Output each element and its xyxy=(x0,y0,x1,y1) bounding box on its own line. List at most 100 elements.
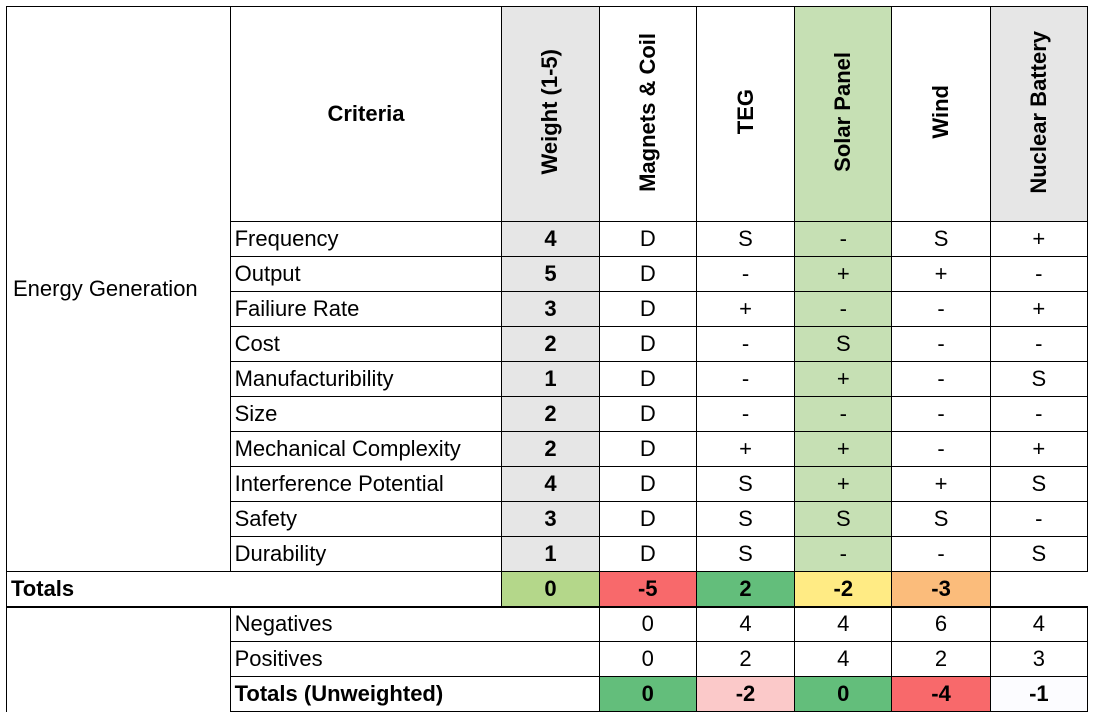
totals-unweighted-value: -4 xyxy=(891,676,991,712)
positives-value: 0 xyxy=(598,641,697,677)
totals-value: -2 xyxy=(794,571,893,607)
score-cell: - xyxy=(989,396,1089,432)
totals-unweighted-value: -2 xyxy=(695,676,796,712)
criteria-name: Mechanical Complexity xyxy=(229,431,503,467)
score-cell: S xyxy=(989,361,1089,397)
score-cell: - xyxy=(989,326,1089,362)
negatives-label: Negatives xyxy=(229,605,600,642)
weight-header: Weight (1-5) xyxy=(501,6,600,222)
score-cell: + xyxy=(695,431,796,467)
score-cell: - xyxy=(989,501,1089,537)
option-header-teg: TEG xyxy=(695,6,796,222)
negatives-value: 4 xyxy=(794,605,893,642)
criteria-name: Safety xyxy=(229,501,503,537)
criteria-row: Cost 2 D - S - - xyxy=(7,326,1089,362)
category-label: Energy Generation xyxy=(6,6,231,572)
score-cell: D xyxy=(598,466,697,502)
score-cell: D xyxy=(598,326,697,362)
score-cell: + xyxy=(794,431,893,467)
option-label: Solar Panel xyxy=(830,52,856,172)
totals-label: Totals xyxy=(5,571,503,607)
criteria-header-label: Criteria xyxy=(327,101,405,126)
score-cell: + xyxy=(695,291,796,327)
criteria-name: Interference Potential xyxy=(229,466,503,502)
score-cell: - xyxy=(794,221,893,257)
score-cell: + xyxy=(794,466,893,502)
criteria-row: Safety 3 D S S S - xyxy=(7,501,1089,537)
option-label: Nuclear Battery xyxy=(1025,30,1051,194)
matrix-body: Energy Generation Criteria Weight (1-5) … xyxy=(5,6,1089,712)
criteria-name: Cost xyxy=(229,326,503,362)
totals-value: -3 xyxy=(891,571,991,607)
score-cell: D xyxy=(598,256,697,292)
weight-value: 2 xyxy=(501,431,600,467)
option-label: TEG xyxy=(732,89,758,135)
weight-value: 3 xyxy=(501,291,600,327)
score-cell: - xyxy=(794,536,893,572)
score-cell: - xyxy=(891,396,991,432)
totals-value: 2 xyxy=(695,571,796,607)
weight-header-label: Weight (1-5) xyxy=(537,49,563,175)
criteria-name: Failiure Rate xyxy=(229,291,503,327)
score-cell: D xyxy=(598,396,697,432)
criteria-name: Manufacturibility xyxy=(229,361,503,397)
score-cell: - xyxy=(794,396,893,432)
weight-value: 1 xyxy=(501,536,600,572)
positives-value: 3 xyxy=(989,641,1089,677)
option-label: Magnets & Coil xyxy=(634,32,660,192)
positives-label: Positives xyxy=(229,641,600,677)
totals-unweighted-row: Totals (Unweighted) 0 -2 0 -4 -1 xyxy=(6,676,1089,712)
score-cell: D xyxy=(598,431,697,467)
score-cell: S xyxy=(794,326,893,362)
score-cell: - xyxy=(891,291,991,327)
totals-unweighted-label: Totals (Unweighted) xyxy=(229,676,600,712)
positives-value: 2 xyxy=(891,641,991,677)
score-cell: + xyxy=(891,256,991,292)
criteria-row: Size 2 D - - - - xyxy=(7,396,1089,432)
criteria-name: Durability xyxy=(229,536,503,572)
decision-matrix: Energy Generation Criteria Weight (1-5) … xyxy=(5,6,1089,712)
score-cell: S xyxy=(695,536,796,572)
score-cell: + xyxy=(989,291,1089,327)
header-row: Energy Generation Criteria Weight (1-5) … xyxy=(6,6,1089,572)
negatives-row: Negatives 0 4 4 6 4 xyxy=(6,605,1089,642)
criteria-row: Durability 1 D S - - S xyxy=(7,536,1089,572)
positives-row: Positives 0 2 4 2 3 xyxy=(6,641,1089,677)
blank-cell xyxy=(6,605,231,642)
positives-value: 2 xyxy=(695,641,796,677)
score-cell: - xyxy=(891,536,991,572)
totals-row: Totals 0 -5 2 -2 -3 xyxy=(5,571,1088,607)
option-label: Wind xyxy=(928,85,954,139)
criteria-name: Frequency xyxy=(229,221,503,257)
weight-value: 1 xyxy=(501,361,600,397)
score-cell: S xyxy=(989,536,1089,572)
score-cell: - xyxy=(695,396,796,432)
totals-unweighted-value: 0 xyxy=(794,676,893,712)
criteria-row: Manufacturibility 1 D - + - S xyxy=(7,361,1089,397)
score-cell: S xyxy=(695,466,796,502)
score-cell: + xyxy=(891,466,991,502)
score-cell: S xyxy=(695,221,796,257)
score-cell: - xyxy=(695,361,796,397)
score-cell: D xyxy=(598,501,697,537)
score-cell: + xyxy=(989,431,1089,467)
weight-value: 3 xyxy=(501,501,600,537)
score-cell: - xyxy=(989,256,1089,292)
score-cell: D xyxy=(598,536,697,572)
score-cell: D xyxy=(598,291,697,327)
score-cell: + xyxy=(794,361,893,397)
criteria-row: Failiure Rate 3 D + - - + xyxy=(7,291,1089,327)
score-cell: - xyxy=(794,291,893,327)
score-cell: - xyxy=(891,361,991,397)
totals-value: 0 xyxy=(501,571,600,607)
criteria-row: Frequency 4 D S - S + xyxy=(7,221,1089,257)
criteria-name: Output xyxy=(229,256,503,292)
negatives-value: 4 xyxy=(989,605,1089,642)
negatives-value: 4 xyxy=(695,605,796,642)
weight-value: 5 xyxy=(501,256,600,292)
score-cell: S xyxy=(891,221,991,257)
score-cell: - xyxy=(891,431,991,467)
criteria-row: Mechanical Complexity 2 D + + - + xyxy=(7,431,1089,467)
score-cell: D xyxy=(598,221,697,257)
criteria-row: Output 5 D - + + - xyxy=(7,256,1089,292)
